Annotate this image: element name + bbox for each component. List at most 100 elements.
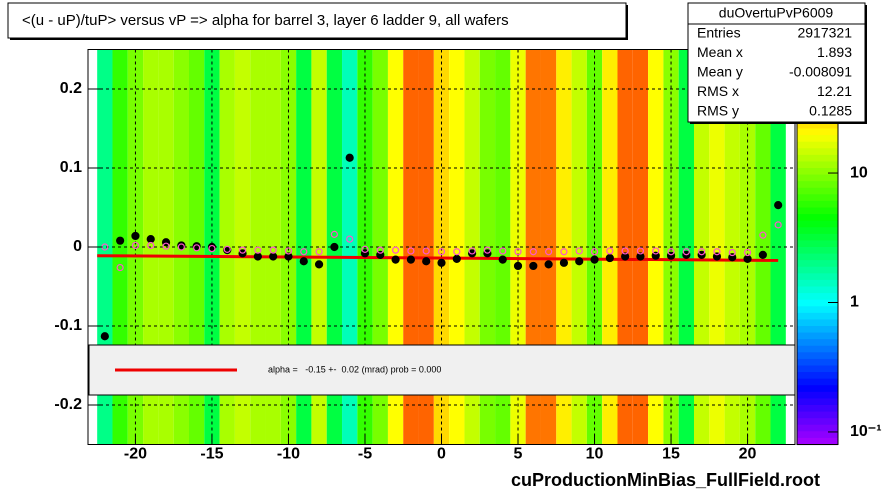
color-step	[797, 227, 838, 235]
data-point	[498, 255, 507, 264]
data-point	[315, 248, 323, 256]
data-point	[177, 243, 185, 251]
data-point	[330, 230, 338, 238]
color-step	[797, 293, 838, 301]
color-step	[797, 187, 838, 195]
color-step	[797, 154, 838, 163]
data-point	[698, 248, 706, 256]
z-tick-label: 1	[850, 294, 859, 311]
color-step	[797, 161, 838, 169]
data-point	[758, 250, 767, 259]
data-point	[560, 248, 568, 256]
data-point	[131, 241, 140, 250]
data-point	[223, 245, 231, 253]
data-point	[590, 248, 599, 256]
color-step	[797, 181, 838, 189]
data-point	[147, 241, 155, 250]
data-point	[299, 257, 308, 266]
points	[97, 153, 783, 341]
stat-label: Mean y	[697, 64, 743, 80]
data-point	[682, 248, 690, 256]
data-point	[774, 221, 782, 229]
color-step	[797, 286, 838, 294]
x-tick-label: 0	[437, 446, 446, 463]
data-point	[314, 260, 324, 269]
fit-label: alpha = -0.15 +- 0.02 (mrad) prob = 0.00…	[268, 364, 441, 374]
data-point	[192, 242, 201, 251]
data-point	[100, 332, 109, 341]
color-step	[797, 345, 838, 353]
y-tick-label: -0.1	[54, 317, 82, 334]
stat-label: RMS x	[697, 83, 739, 99]
y-tick-label: 0	[73, 238, 82, 255]
data-point	[606, 247, 614, 255]
data-point	[759, 231, 767, 239]
data-point	[468, 247, 476, 255]
data-point	[529, 248, 537, 256]
color-step	[797, 253, 838, 261]
data-point	[422, 257, 431, 266]
data-point	[575, 247, 583, 255]
data-point	[284, 252, 293, 261]
color-step	[797, 200, 838, 209]
x-tick-label: 15	[662, 446, 680, 463]
stat-value: 0.1285	[809, 103, 852, 119]
color-step	[797, 220, 838, 228]
data-point	[406, 255, 415, 264]
data-point	[452, 254, 461, 263]
color-step	[797, 378, 838, 386]
data-point	[116, 236, 125, 245]
data-point	[529, 261, 538, 271]
data-point	[728, 248, 736, 257]
color-step	[797, 398, 838, 406]
color-step	[797, 332, 838, 340]
stat-value: -0.008091	[789, 64, 852, 80]
data-point	[208, 244, 216, 253]
data-point	[437, 248, 446, 256]
data-point	[544, 260, 553, 269]
data-point	[207, 242, 217, 252]
z-tick-label: 10⁻¹	[850, 423, 882, 440]
color-step	[797, 279, 838, 288]
color-step	[797, 339, 838, 347]
stat-value: 2917321	[797, 25, 852, 41]
x-tick-label: 5	[514, 446, 523, 463]
data-point	[713, 248, 721, 256]
stats-box	[687, 2, 866, 123]
data-point	[361, 245, 369, 253]
data-point	[743, 248, 752, 257]
data-point	[652, 247, 660, 255]
color-step	[797, 273, 838, 281]
data-point	[422, 247, 430, 255]
data-point	[636, 252, 645, 261]
data-point	[513, 261, 523, 271]
data-point	[667, 248, 675, 256]
axes: -20 -15 -10 -5 0 5 10 15 20 -0.2 -0.1 0 0.1 0.2	[54, 80, 756, 463]
color-step	[797, 365, 838, 373]
data-point	[391, 255, 400, 264]
data-point	[284, 247, 293, 255]
data-point	[254, 246, 262, 254]
color-step	[797, 174, 838, 182]
data-point	[253, 252, 262, 261]
color-step	[797, 260, 838, 268]
color-step	[797, 385, 838, 393]
color-step	[797, 233, 838, 242]
data-point	[116, 263, 124, 272]
x-tick-label: -10	[277, 446, 300, 463]
x-tick-label: -15	[200, 446, 223, 463]
color-step	[797, 194, 838, 202]
color-step	[797, 437, 838, 446]
color-step	[797, 247, 838, 255]
data-point	[177, 241, 186, 250]
stats: Entries 2917321 Mean x 1.893 Mean y -0.008091…	[697, 25, 852, 119]
color-step	[797, 372, 838, 380]
color-step	[797, 240, 838, 248]
x-tick-label: -5	[358, 446, 372, 463]
color-step	[797, 266, 838, 274]
z-tick-label: 10	[850, 164, 868, 181]
data-point	[514, 248, 522, 256]
color-step	[797, 135, 838, 143]
data-point	[636, 247, 645, 255]
